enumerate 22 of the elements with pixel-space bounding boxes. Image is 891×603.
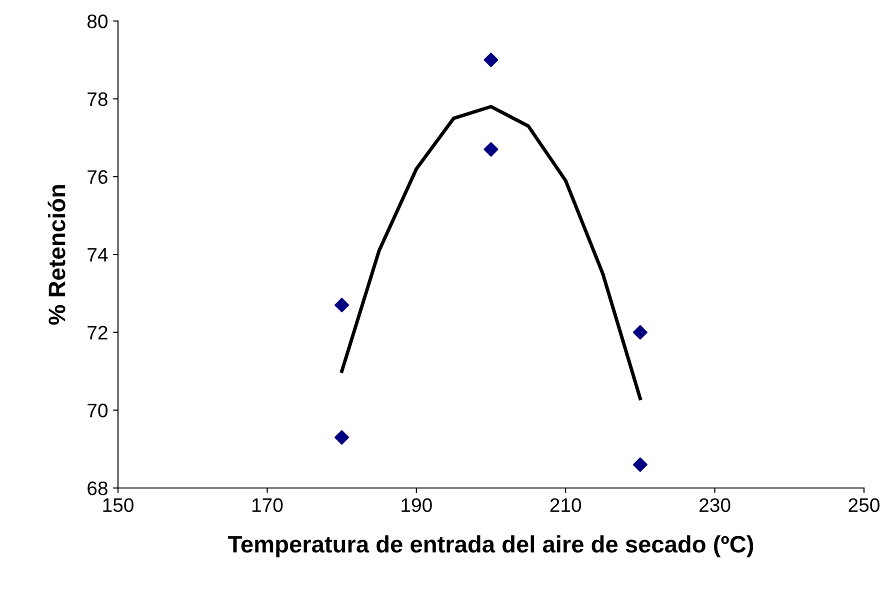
y-tick-label: 68	[88, 481, 108, 496]
x-tick-label: 230	[700, 498, 730, 512]
y-tick-label: 80	[87, 14, 108, 28]
x-tick-label: 210	[550, 498, 582, 512]
y-axis-title: % Retención	[48, 185, 66, 325]
point	[334, 430, 350, 445]
x-tick-label: 170	[252, 498, 283, 512]
y-tick-label: 70	[88, 404, 108, 418]
x-tick-label: 190	[402, 498, 432, 512]
point	[484, 52, 498, 68]
y-tick-label: 74	[88, 248, 108, 262]
point	[484, 142, 498, 157]
y-tick-label: 76	[88, 170, 108, 184]
x-axis-title: Temperatura de entrada del aire de secado (ºC)	[228, 535, 754, 558]
y-tick-label: 78	[88, 92, 108, 106]
point	[334, 298, 350, 312]
x-tick-label: 150	[103, 498, 134, 512]
y-tick-label: 72	[88, 326, 108, 340]
x-tick-label: 250	[848, 498, 880, 512]
point	[632, 457, 648, 472]
point	[632, 325, 648, 340]
line-series	[340, 104, 642, 400]
